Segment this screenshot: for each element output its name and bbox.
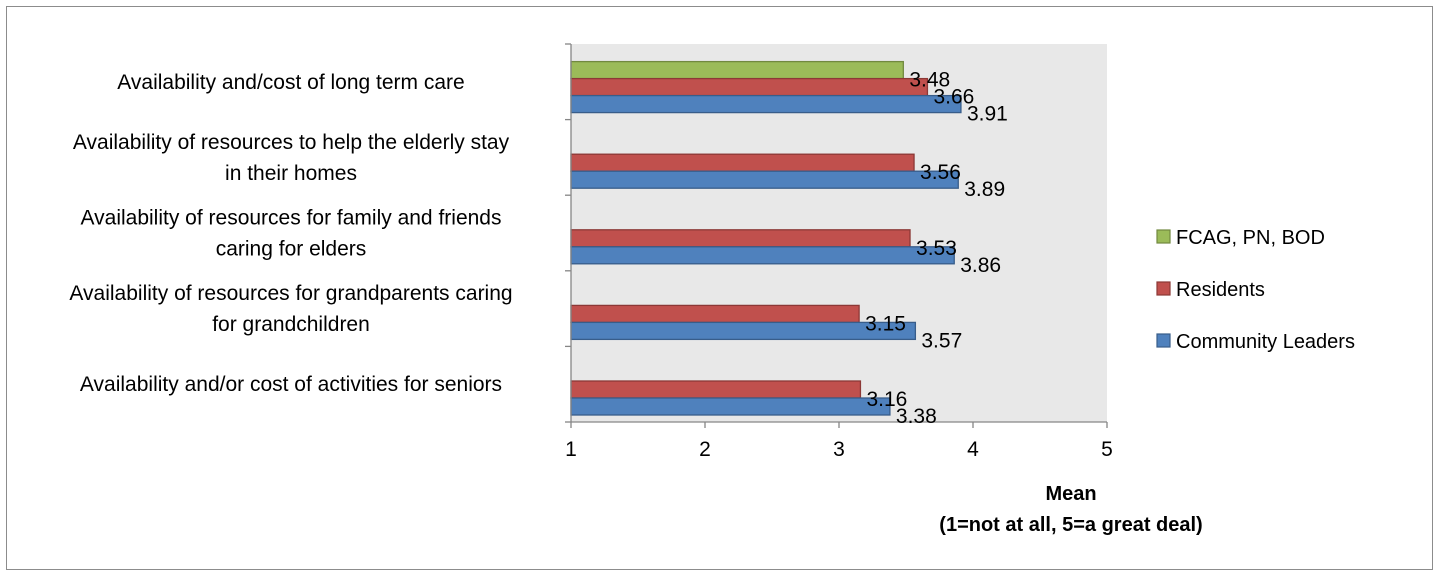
legend-label: Residents — [1176, 279, 1265, 301]
x-axis-subtitle: (1=not at all, 5=a great deal) — [939, 514, 1202, 536]
data-label: 3.57 — [921, 329, 962, 352]
data-label: 3.48 — [909, 69, 950, 92]
chart-frame: 1 2 3 4 5 Availability and/cost of long term… — [6, 6, 1433, 570]
legend-label: FCAG, PN, BOD — [1176, 227, 1325, 249]
category-label: Availability and/or cost of activities f… — [80, 373, 502, 396]
category-label: Availability of resources for grandparen… — [69, 282, 512, 305]
legend-swatch — [1156, 281, 1171, 296]
category-label: caring for elders — [216, 238, 367, 261]
bar-community-leaders-2 — [570, 246, 955, 265]
bar-community-leaders-0 — [570, 94, 962, 114]
x-tick-label: 3 — [833, 438, 845, 461]
legend-swatch — [1156, 229, 1171, 244]
bar-residents-3 — [570, 304, 860, 324]
bar-fcag-pn-bod-0 — [570, 60, 904, 80]
data-label: 3.89 — [964, 178, 1005, 201]
bar-residents-2 — [570, 229, 911, 248]
category-label: Availability of resources to help the el… — [73, 131, 510, 154]
bar-community-leaders-4 — [570, 397, 891, 416]
data-label: 3.66 — [933, 86, 974, 109]
x-axis-title: Mean — [1045, 483, 1096, 505]
data-label: 3.56 — [920, 161, 961, 184]
bar-residents-0 — [570, 77, 929, 97]
data-label: 3.15 — [865, 312, 906, 335]
data-label: 3.86 — [960, 254, 1001, 277]
bar-residents-4 — [570, 380, 862, 399]
category-label: in their homes — [225, 162, 357, 185]
bar-community-leaders-1 — [570, 170, 959, 189]
legend-label: Community Leaders — [1176, 331, 1355, 353]
category-label: Availability and/cost of long term care — [117, 71, 464, 94]
x-tick-label: 4 — [967, 438, 979, 461]
x-tick-label: 2 — [699, 438, 711, 461]
x-tick-label: 1 — [565, 438, 577, 461]
data-label: 3.53 — [916, 237, 957, 260]
data-label: 3.91 — [967, 103, 1008, 126]
data-label: 3.16 — [866, 388, 907, 411]
category-label: for grandchildren — [212, 313, 370, 336]
bar-community-leaders-3 — [570, 321, 917, 341]
x-tick-label: 5 — [1101, 438, 1113, 461]
category-label: Availability of resources for family and… — [81, 207, 502, 230]
bar-residents-1 — [570, 153, 915, 172]
data-label: 3.38 — [896, 405, 937, 428]
legend-swatch — [1156, 333, 1171, 348]
bar-chart: 1 2 3 4 5 Availability and/cost of long term… — [69, 43, 1355, 536]
